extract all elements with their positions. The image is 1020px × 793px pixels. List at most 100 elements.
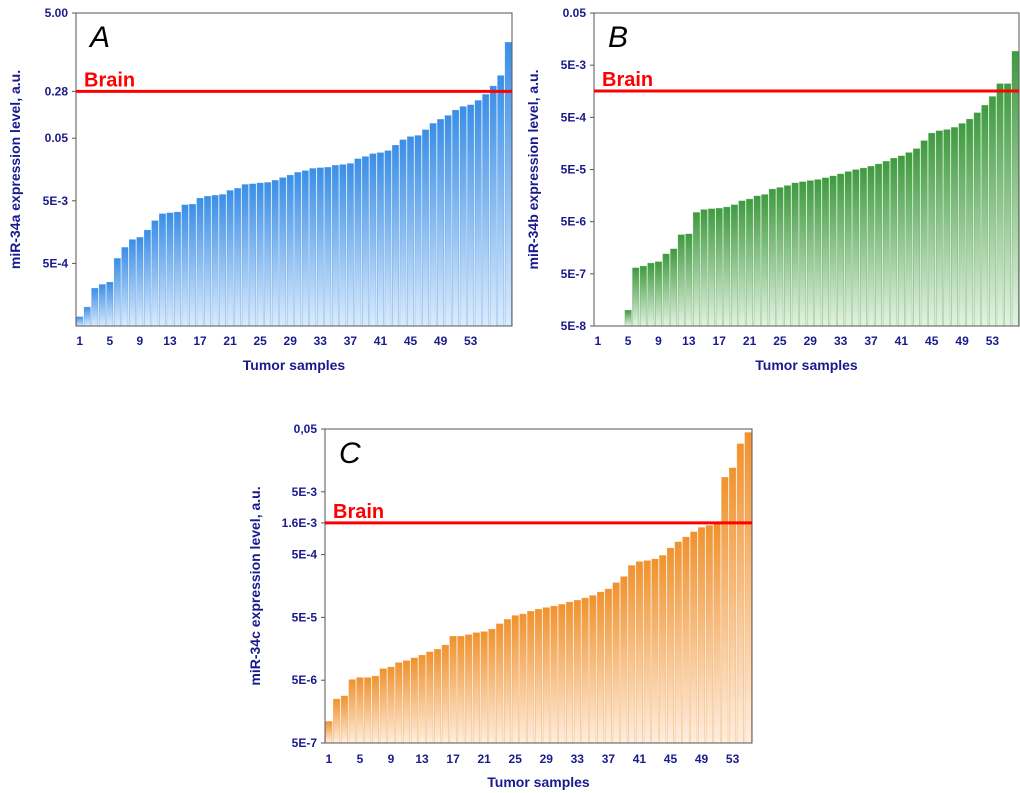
bar-a-26 — [264, 182, 272, 327]
bar-c-48 — [690, 531, 698, 744]
bar-a-15 — [181, 204, 189, 327]
x-tick-label-a: 37 — [344, 334, 358, 348]
bar-b-49 — [958, 123, 966, 327]
bar-b-34 — [844, 171, 852, 327]
bar-c-22 — [488, 628, 496, 744]
y-tick-label-c: 5E-4 — [292, 548, 318, 562]
y-axis-title-b: miR-34b expression level, a.u. — [525, 70, 541, 270]
bar-a-9 — [136, 237, 144, 327]
bar-a-42 — [384, 150, 392, 327]
x-tick-label-b: 37 — [864, 334, 878, 348]
bar-c-51 — [713, 523, 721, 744]
chart-panel-c: 0,05 5E-3 1.6E-3 5E-4 5E-5 5E-6 5E-7 1 5 9 13 17 21 2… — [240, 410, 780, 793]
bar-b-52 — [981, 105, 989, 327]
y-tick-label-a: 5.00 — [45, 6, 69, 20]
x-tick-label-c: 13 — [415, 752, 429, 766]
bar-a-38 — [354, 158, 362, 327]
bar-b-14 — [692, 212, 700, 327]
bar-c-29 — [542, 607, 550, 744]
bar-c-36 — [597, 591, 605, 744]
y-tick-label-b: 0.05 — [563, 6, 587, 20]
bar-c-20 — [472, 632, 480, 744]
bar-c-3 — [340, 695, 348, 744]
x-tick-label-a: 21 — [223, 334, 237, 348]
bar-c-41 — [635, 561, 644, 744]
y-tick-label-c: 5E-6 — [292, 673, 318, 687]
y-tick-label-c: 5E-5 — [292, 610, 318, 624]
bar-b-44 — [920, 140, 928, 327]
bar-a-6 — [113, 258, 121, 327]
bar-b-20 — [738, 200, 746, 327]
bar-b-18 — [723, 206, 731, 327]
bar-b-56 — [1011, 51, 1019, 327]
x-tick-label-a: 33 — [314, 334, 328, 348]
x-tick-label-b: 25 — [773, 334, 787, 348]
bar-b-9 — [655, 261, 662, 327]
bar-b-41 — [897, 155, 905, 327]
bar-b-32 — [829, 175, 837, 327]
bar-b-43 — [913, 148, 921, 327]
y-tick-label-c: 5E-7 — [292, 736, 318, 750]
x-tick-label-c: 5 — [357, 752, 364, 766]
y-tick-label-a: 5E-3 — [43, 194, 69, 208]
bar-b-5 — [624, 309, 632, 327]
x-tick-label-a: 9 — [137, 334, 144, 348]
bar-b-47 — [943, 129, 951, 327]
brain-reference-label-c: Brain — [333, 501, 384, 523]
y-tick-label-b: 5E-6 — [561, 215, 587, 229]
bar-b-24 — [768, 188, 776, 327]
bar-b-12 — [677, 234, 685, 327]
y-tick-label-a: 5E-4 — [43, 256, 69, 270]
bar-c-33 — [573, 600, 581, 744]
bar-c-9 — [387, 666, 395, 744]
bar-a-55 — [482, 94, 490, 327]
bar-c-44 — [659, 555, 667, 744]
bar-c-38 — [612, 582, 620, 744]
bar-c-40 — [628, 565, 636, 744]
x-tick-label-c: 21 — [477, 752, 491, 766]
x-tick-label-b: 13 — [682, 334, 696, 348]
bar-a-40 — [369, 153, 377, 327]
bar-c-52 — [721, 477, 729, 744]
bar-b-39 — [882, 161, 890, 327]
bar-a-56 — [489, 85, 497, 327]
bar-b-38 — [875, 163, 883, 327]
bar-c-6 — [364, 677, 372, 744]
bar-b-6 — [632, 267, 640, 327]
bar-a-50 — [444, 115, 452, 327]
bar-a-20 — [219, 194, 227, 327]
bar-c-49 — [697, 527, 706, 744]
bar-a-1 — [76, 316, 84, 327]
x-tick-label-b: 49 — [955, 334, 969, 348]
bar-a-52 — [459, 106, 467, 327]
x-tick-label-c: 53 — [726, 752, 740, 766]
x-axis-title-b: Tumor samples — [755, 357, 858, 373]
bar-c-15 — [433, 649, 442, 744]
bar-c-39 — [620, 576, 628, 744]
bar-b-10 — [662, 253, 670, 327]
bar-c-37 — [604, 588, 612, 744]
bar-c-45 — [666, 547, 675, 744]
x-tick-label-c: 49 — [695, 752, 709, 766]
bar-c-18 — [457, 636, 465, 744]
y-axis-title-a: miR-34a expression level, a.u. — [7, 70, 23, 269]
x-tick-label-c: 9 — [388, 752, 395, 766]
bar-b-30 — [814, 179, 822, 327]
bar-c-47 — [682, 536, 690, 744]
bar-b-16 — [708, 208, 716, 327]
y-tick-label-b: 5E-4 — [561, 110, 587, 124]
y-tick-label-c: 1.6E-3 — [282, 516, 318, 530]
bar-a-25 — [256, 182, 264, 327]
x-tick-label-a: 5 — [106, 334, 113, 348]
bar-b-54 — [996, 83, 1004, 327]
x-tick-label-a: 25 — [253, 334, 267, 348]
bar-a-37 — [346, 163, 354, 327]
bar-a-18 — [204, 196, 212, 327]
bar-b-45 — [928, 132, 936, 327]
bar-a-30 — [294, 172, 302, 327]
bar-b-23 — [761, 194, 769, 327]
bar-b-51 — [973, 112, 981, 327]
x-tick-label-c: 45 — [664, 752, 678, 766]
bar-b-36 — [859, 167, 867, 327]
bar-c-14 — [426, 651, 434, 744]
